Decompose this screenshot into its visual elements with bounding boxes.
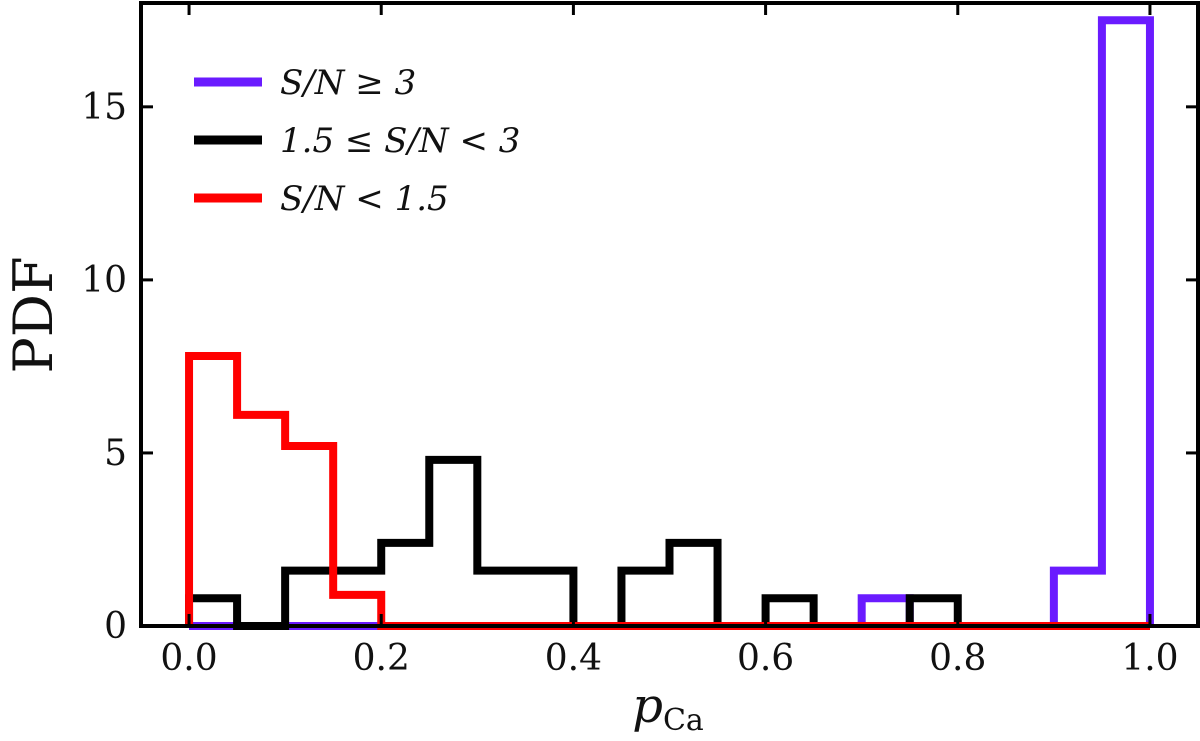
x-tick-label: 0.6 <box>737 638 794 679</box>
x-tick-label: 0.8 <box>929 638 986 679</box>
x-tick-label: 0.4 <box>545 638 602 679</box>
legend: S/N ≥ 3 1.5 ≤ S/N < 3 S/N < 1.5 <box>194 63 520 219</box>
x-tick-label: 1.0 <box>1121 638 1178 679</box>
y-axis-label: PDF <box>2 256 65 373</box>
series-2-histogram <box>185 352 1150 630</box>
x-axis-label: pCa <box>632 678 704 738</box>
x-axis-label-subscript: Ca <box>663 703 704 738</box>
series-1-histogram <box>185 455 1150 630</box>
x-axis-label-main: p <box>632 678 663 734</box>
x-tick-label: 0.2 <box>353 638 410 679</box>
y-tick-label: 15 <box>81 87 127 128</box>
y-tick-label: 10 <box>81 260 127 301</box>
legend-label-1: 1.5 ≤ S/N < 3 <box>280 121 520 161</box>
x-tick-label: 0.0 <box>160 638 217 679</box>
y-tick-label: 5 <box>104 433 127 474</box>
legend-label-2: S/N < 1.5 <box>280 179 449 219</box>
ticks-layer: 0.0 0.2 0.4 0.6 0.8 1.0 0 5 10 15 <box>81 3 1198 679</box>
series-layer <box>185 16 1154 630</box>
legend-label-0: S/N ≥ 3 <box>280 63 416 103</box>
y-tick-label: 0 <box>104 606 127 647</box>
plot-frame <box>139 1 1200 628</box>
